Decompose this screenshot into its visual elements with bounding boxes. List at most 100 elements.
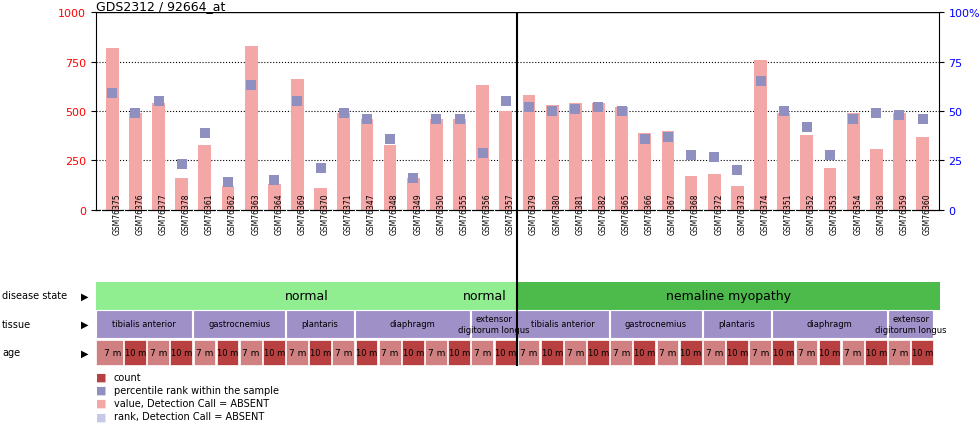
- Text: 10 m: 10 m: [773, 348, 795, 357]
- Point: [637, 136, 653, 143]
- Point: [105, 91, 121, 98]
- Bar: [106, 49, 119, 210]
- Text: GSM76380: GSM76380: [552, 194, 562, 235]
- Text: 7 m: 7 m: [427, 348, 445, 357]
- Text: GSM76381: GSM76381: [575, 194, 584, 235]
- Text: GSM76370: GSM76370: [320, 193, 329, 235]
- Text: 7 m: 7 m: [520, 348, 538, 357]
- Text: extensor
digitorum longus: extensor digitorum longus: [458, 315, 529, 334]
- Bar: [731, 187, 744, 210]
- Bar: [772, 311, 887, 338]
- Point: [822, 152, 838, 159]
- Text: 10 m: 10 m: [912, 348, 933, 357]
- Bar: [171, 340, 192, 365]
- Text: GSM76356: GSM76356: [483, 193, 492, 235]
- Text: GSM76365: GSM76365: [621, 193, 631, 235]
- Text: GSM76374: GSM76374: [760, 193, 769, 235]
- Text: GSM76373: GSM76373: [737, 193, 747, 235]
- Bar: [96, 340, 122, 365]
- Point: [661, 134, 676, 141]
- Bar: [888, 340, 909, 365]
- Text: 7 m: 7 m: [104, 348, 121, 357]
- Text: GSM76367: GSM76367: [668, 193, 677, 235]
- Point: [729, 168, 745, 174]
- Bar: [847, 114, 859, 210]
- Bar: [592, 104, 605, 210]
- Text: nemaline myopathy: nemaline myopathy: [665, 289, 791, 302]
- Bar: [842, 340, 863, 365]
- Point: [428, 116, 444, 123]
- Text: 10 m: 10 m: [495, 348, 516, 357]
- Bar: [888, 311, 933, 338]
- Text: GSM76371: GSM76371: [344, 194, 353, 235]
- Text: GSM76378: GSM76378: [181, 194, 191, 235]
- Text: 7 m: 7 m: [752, 348, 769, 357]
- Point: [868, 110, 884, 117]
- Bar: [911, 340, 933, 365]
- Bar: [268, 185, 280, 210]
- Bar: [356, 311, 470, 338]
- Point: [613, 108, 629, 115]
- Text: GSM76348: GSM76348: [390, 194, 399, 235]
- Bar: [777, 114, 790, 210]
- Bar: [680, 340, 702, 365]
- Text: GSM76361: GSM76361: [205, 194, 214, 235]
- Point: [452, 116, 467, 123]
- Text: 10 m: 10 m: [542, 348, 563, 357]
- Bar: [476, 86, 489, 210]
- Bar: [402, 340, 423, 365]
- Text: 7 m: 7 m: [381, 348, 399, 357]
- Bar: [286, 311, 355, 338]
- Text: GSM76376: GSM76376: [135, 193, 144, 235]
- Text: 10 m: 10 m: [310, 348, 331, 357]
- Text: GSM76362: GSM76362: [228, 194, 237, 235]
- Point: [475, 150, 491, 157]
- Bar: [726, 340, 748, 365]
- Point: [359, 116, 374, 123]
- Text: GSM76350: GSM76350: [436, 193, 445, 235]
- Bar: [755, 60, 767, 210]
- Text: 7 m: 7 m: [335, 348, 353, 357]
- Point: [267, 178, 282, 184]
- Bar: [310, 340, 331, 365]
- Text: 7 m: 7 m: [289, 348, 306, 357]
- Point: [544, 108, 560, 115]
- Bar: [517, 340, 539, 365]
- Text: 7 m: 7 m: [612, 348, 630, 357]
- Text: tissue: tissue: [2, 319, 31, 329]
- Text: diaphragm: diaphragm: [807, 320, 853, 329]
- Text: GDS2312 / 92664_at: GDS2312 / 92664_at: [96, 0, 225, 13]
- Bar: [217, 340, 238, 365]
- Text: GSM76382: GSM76382: [599, 194, 608, 235]
- Point: [151, 99, 167, 105]
- Point: [173, 161, 189, 168]
- Text: 10 m: 10 m: [449, 348, 470, 357]
- Bar: [152, 104, 165, 210]
- Text: 10 m: 10 m: [218, 348, 239, 357]
- Text: 7 m: 7 m: [242, 348, 260, 357]
- Bar: [703, 340, 724, 365]
- Text: plantaris: plantaris: [302, 320, 339, 329]
- Point: [197, 130, 213, 137]
- Text: ■: ■: [96, 372, 107, 382]
- Text: GSM76372: GSM76372: [714, 194, 723, 235]
- Bar: [615, 108, 628, 210]
- Bar: [611, 311, 702, 338]
- Text: 7 m: 7 m: [474, 348, 491, 357]
- Bar: [448, 340, 470, 365]
- Point: [220, 179, 236, 186]
- Bar: [221, 187, 234, 210]
- Bar: [175, 179, 188, 210]
- Text: 7 m: 7 m: [196, 348, 214, 357]
- Bar: [240, 340, 262, 365]
- Bar: [638, 134, 651, 210]
- Text: ■: ■: [96, 411, 107, 421]
- Text: 7 m: 7 m: [798, 348, 815, 357]
- Text: 10 m: 10 m: [819, 348, 841, 357]
- Text: ■: ■: [96, 385, 107, 395]
- Bar: [633, 340, 656, 365]
- Text: GSM76375: GSM76375: [113, 193, 122, 235]
- Text: GSM76364: GSM76364: [274, 193, 283, 235]
- Text: GSM76351: GSM76351: [784, 194, 793, 235]
- Text: GSM76359: GSM76359: [900, 193, 908, 235]
